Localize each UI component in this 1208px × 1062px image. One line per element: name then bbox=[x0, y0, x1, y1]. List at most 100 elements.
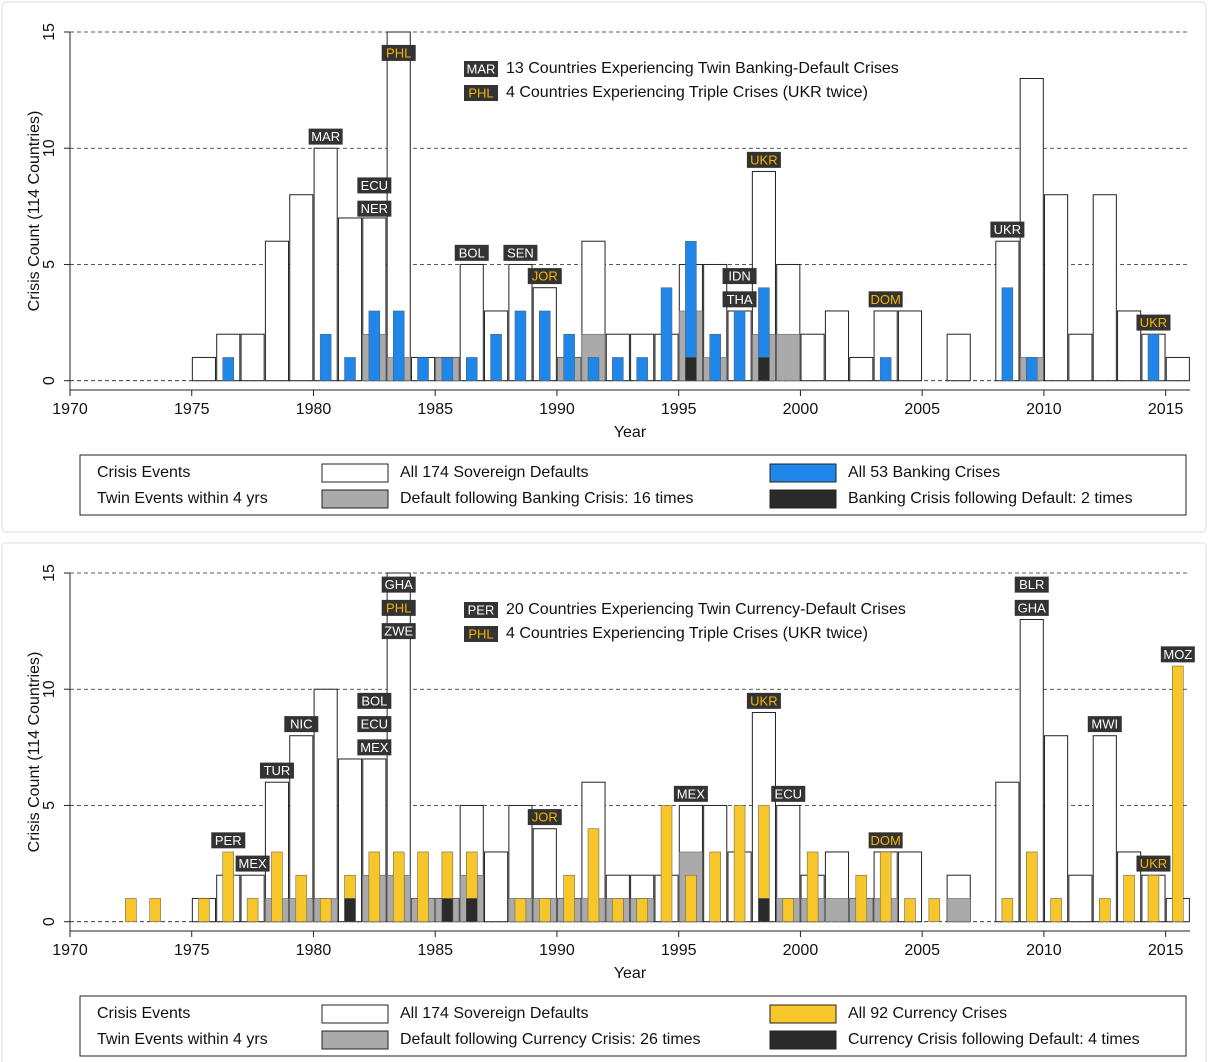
bar bbox=[240, 333, 265, 382]
legend-swatch bbox=[321, 1030, 389, 1050]
x-tick-label: 1980 bbox=[296, 401, 332, 418]
tag-box bbox=[990, 221, 1025, 238]
x-tick-label: 2015 bbox=[1148, 942, 1184, 959]
tag-label: JOR bbox=[532, 269, 558, 284]
legend-swatch bbox=[321, 489, 389, 509]
tag-box bbox=[381, 44, 416, 61]
tag-box bbox=[464, 85, 498, 101]
bar bbox=[563, 874, 575, 922]
bar bbox=[125, 898, 137, 922]
tag-label: UKR bbox=[994, 222, 1021, 237]
x-axis-label: Year bbox=[614, 424, 647, 441]
tag-label: ECU bbox=[775, 786, 802, 801]
legend-swatch bbox=[769, 1030, 837, 1050]
legend-swatch bbox=[321, 1004, 389, 1024]
bar bbox=[660, 805, 673, 922]
x-tick-label: 2015 bbox=[1148, 401, 1184, 418]
tag-label: ECU bbox=[361, 178, 388, 193]
bar bbox=[1117, 310, 1142, 382]
bar bbox=[441, 357, 454, 381]
bar bbox=[1044, 735, 1069, 923]
tag-label: MAR bbox=[311, 129, 340, 144]
bar bbox=[368, 310, 381, 381]
tag-box bbox=[381, 623, 416, 640]
key-text: 13 Countries Experiencing Twin Banking-D… bbox=[506, 60, 899, 77]
bar bbox=[1068, 874, 1093, 923]
bar bbox=[1001, 287, 1014, 381]
y-tick-label: 15 bbox=[41, 564, 58, 582]
y-tick-label: 10 bbox=[41, 680, 58, 698]
panel-frame bbox=[1, 542, 1207, 1062]
tag-box bbox=[503, 244, 538, 261]
x-tick-label: 2000 bbox=[783, 942, 819, 959]
bar bbox=[709, 851, 721, 922]
legend-label: All 174 Sovereign Defaults bbox=[400, 1005, 589, 1022]
legend-label: All 53 Banking Crises bbox=[848, 464, 1000, 481]
tag-label: UKR bbox=[750, 152, 777, 167]
bar bbox=[1099, 898, 1111, 922]
bar bbox=[1050, 898, 1062, 922]
x-tick-label: 1990 bbox=[539, 401, 575, 418]
y-tick-label: 5 bbox=[41, 260, 58, 269]
tag-label: TUR bbox=[264, 763, 291, 778]
tag-box bbox=[381, 576, 416, 593]
bar bbox=[198, 898, 210, 922]
tag-box bbox=[722, 291, 757, 308]
tag-label: UKR bbox=[1140, 856, 1167, 871]
panel: 0 5 10 15 1970 1975 1980 1985 1990 1995 2000 2005 20… bbox=[1, 1, 1207, 533]
bar bbox=[587, 828, 600, 922]
bar bbox=[563, 333, 575, 381]
bar bbox=[271, 851, 283, 922]
tag-box bbox=[464, 626, 498, 642]
x-tick-label: 2005 bbox=[904, 942, 940, 959]
legend-title: Crisis Events bbox=[97, 1005, 190, 1022]
tag-label: JOR bbox=[532, 810, 558, 825]
y-tick-label: 0 bbox=[41, 917, 58, 926]
bar bbox=[904, 898, 916, 922]
bar bbox=[806, 851, 819, 922]
bar bbox=[319, 333, 332, 381]
bar bbox=[855, 874, 868, 922]
tag-box bbox=[308, 128, 343, 145]
tag-label: MEX bbox=[677, 786, 706, 801]
tag-label: IDN bbox=[728, 269, 750, 284]
bar bbox=[1165, 356, 1190, 382]
bar bbox=[191, 356, 216, 382]
x-tick-label: 2010 bbox=[1026, 942, 1062, 959]
bar bbox=[344, 898, 356, 922]
legend-title: Twin Events within 4 yrs bbox=[97, 1031, 268, 1048]
x-tick-label: 1995 bbox=[661, 401, 697, 418]
bar bbox=[441, 898, 454, 922]
tag-box bbox=[211, 832, 246, 849]
tag-label: PER bbox=[215, 833, 242, 848]
y-axis-label: Crisis Count (114 Countries) bbox=[26, 652, 43, 853]
legend-box bbox=[79, 454, 1187, 516]
tag-box bbox=[381, 599, 416, 616]
bar bbox=[824, 310, 850, 382]
y-tick-label: 5 bbox=[41, 801, 58, 810]
tag-label: DOM bbox=[870, 833, 900, 848]
legend-swatch bbox=[769, 489, 837, 509]
tag-label: UKR bbox=[750, 693, 777, 708]
tag-box bbox=[357, 692, 392, 709]
legend-swatch bbox=[769, 1004, 837, 1024]
tag-label: MAR bbox=[467, 61, 496, 76]
tag-label: NER bbox=[361, 201, 388, 216]
tag-label: BOL bbox=[361, 693, 387, 708]
tag-label: PHL bbox=[468, 85, 493, 100]
bar bbox=[484, 851, 509, 923]
x-tick-label: 2005 bbox=[904, 401, 940, 418]
tag-label: PHL bbox=[386, 600, 411, 615]
tag-label: ECU bbox=[361, 717, 388, 732]
bar bbox=[466, 357, 478, 381]
bar bbox=[368, 851, 381, 922]
bar bbox=[946, 333, 971, 382]
tag-box bbox=[1136, 314, 1171, 331]
legend-label: All 92 Currency Crises bbox=[848, 1005, 1007, 1022]
y-axis-label: Crisis Count (114 Countries) bbox=[26, 111, 43, 312]
bar bbox=[1068, 333, 1093, 382]
tag-label: PHL bbox=[386, 45, 411, 60]
bar bbox=[514, 898, 527, 922]
tag-box bbox=[464, 602, 498, 618]
